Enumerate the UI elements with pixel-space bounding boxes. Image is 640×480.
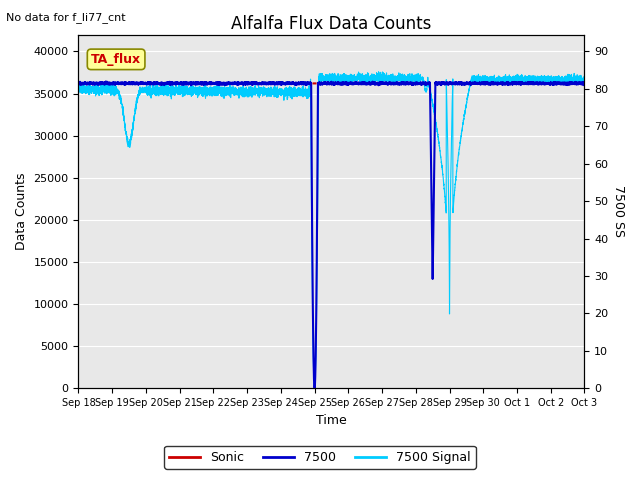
Y-axis label: Data Counts: Data Counts xyxy=(15,173,28,250)
Title: Alfalfa Flux Data Counts: Alfalfa Flux Data Counts xyxy=(231,15,431,33)
Text: No data for f_li77_cnt: No data for f_li77_cnt xyxy=(6,12,126,23)
X-axis label: Time: Time xyxy=(316,414,347,427)
Text: TA_flux: TA_flux xyxy=(91,53,141,66)
Y-axis label: 7500 SS: 7500 SS xyxy=(612,185,625,238)
Legend: Sonic, 7500, 7500 Signal: Sonic, 7500, 7500 Signal xyxy=(164,446,476,469)
